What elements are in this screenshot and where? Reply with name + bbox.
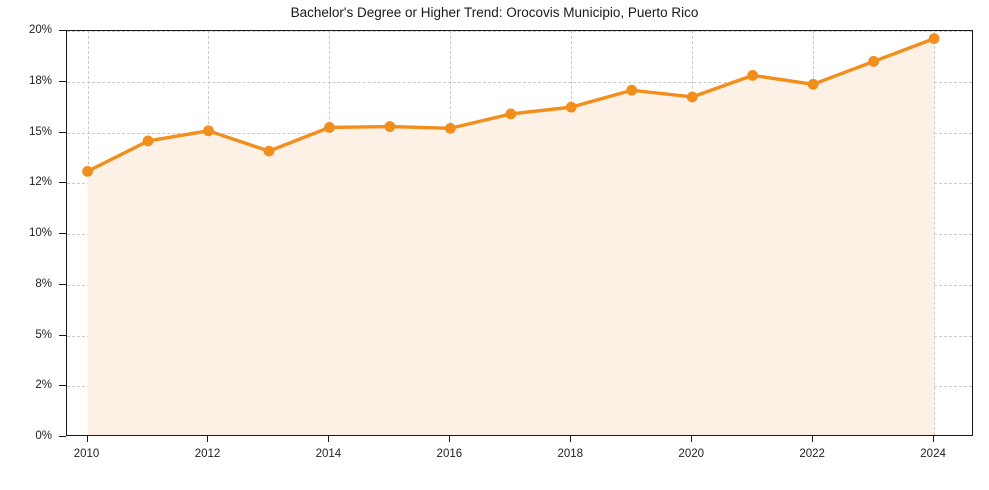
- data-point-marker[interactable]: [747, 70, 759, 81]
- data-point-marker[interactable]: [203, 125, 214, 137]
- x-axis-tick-label: 2022: [799, 448, 825, 460]
- y-axis-tick-mark: [59, 436, 66, 437]
- data-point-marker[interactable]: [444, 122, 456, 134]
- data-point-marker[interactable]: [263, 145, 275, 157]
- gridline-vertical: [934, 31, 936, 435]
- data-point-marker[interactable]: [565, 101, 577, 113]
- y-axis-tick-mark: [59, 283, 66, 285]
- y-axis-tick-label: 0%: [35, 430, 52, 442]
- chart-title: Bachelor's Degree or Higher Trend: Oroco…: [290, 5, 699, 20]
- y-axis-tick-mark: [59, 233, 66, 234]
- data-point-marker[interactable]: [384, 121, 396, 132]
- y-axis-tick-label: 2%: [35, 379, 52, 392]
- y-axis-tick-label: 20%: [28, 24, 52, 36]
- gridline-horizontal: [67, 31, 972, 32]
- y-axis-tick-mark: [59, 334, 66, 336]
- x-axis-tick-label: 2020: [678, 448, 705, 460]
- x-axis-tick-label: 2018: [557, 448, 584, 460]
- y-axis-tick-labels: 0% 2% 5% 8% 10% 12% 15% 18% 20%: [0, 24, 52, 442]
- y-axis-tick-mark: [59, 30, 66, 31]
- x-axis-tick-label: 2010: [73, 448, 100, 460]
- data-point-marker[interactable]: [82, 166, 93, 177]
- x-axis-tick-mark: [570, 436, 572, 442]
- data-point-marker[interactable]: [626, 84, 638, 96]
- y-axis-tick-label: 5%: [35, 328, 52, 341]
- x-axis-tick-label: 2012: [194, 448, 221, 460]
- y-axis-tick-marks: [0, 30, 66, 437]
- y-axis-tick-label: 10%: [28, 227, 52, 239]
- plot-area: [66, 30, 973, 436]
- data-point-marker[interactable]: [324, 122, 335, 133]
- series-area-fill: [87, 38, 935, 435]
- series-layer: [82, 33, 940, 435]
- data-point-marker[interactable]: [686, 91, 698, 103]
- x-axis-tick-mark: [207, 436, 209, 442]
- x-axis-tick-mark: [86, 436, 88, 442]
- x-axis-tick-mark: [691, 436, 693, 442]
- x-axis-tick-label: 2024: [920, 448, 946, 460]
- y-axis-tick-label: 18%: [28, 74, 52, 87]
- y-axis-tick-mark: [59, 385, 66, 387]
- y-axis-tick-label: 12%: [28, 176, 52, 189]
- y-axis-tick-mark: [59, 80, 66, 82]
- data-point-marker[interactable]: [505, 108, 517, 120]
- x-axis-tick-label: 2014: [315, 448, 342, 460]
- data-point-marker[interactable]: [142, 135, 154, 147]
- data-point-marker[interactable]: [807, 78, 819, 90]
- x-axis-tick-mark: [449, 436, 451, 442]
- data-point-marker[interactable]: [868, 56, 880, 67]
- x-axis-tick-label: 2016: [436, 448, 463, 460]
- x-axis-tick-mark: [933, 436, 935, 442]
- data-point-marker[interactable]: [928, 33, 940, 45]
- y-axis-tick-mark: [59, 182, 66, 184]
- y-axis-tick-mark: [59, 131, 66, 133]
- y-axis-tick-label: 15%: [28, 125, 52, 138]
- x-axis-tick-mark: [812, 436, 814, 442]
- y-axis-tick-label: 8%: [35, 277, 52, 290]
- gridline-horizontal: [67, 81, 972, 83]
- x-axis-tick-mark: [328, 436, 330, 442]
